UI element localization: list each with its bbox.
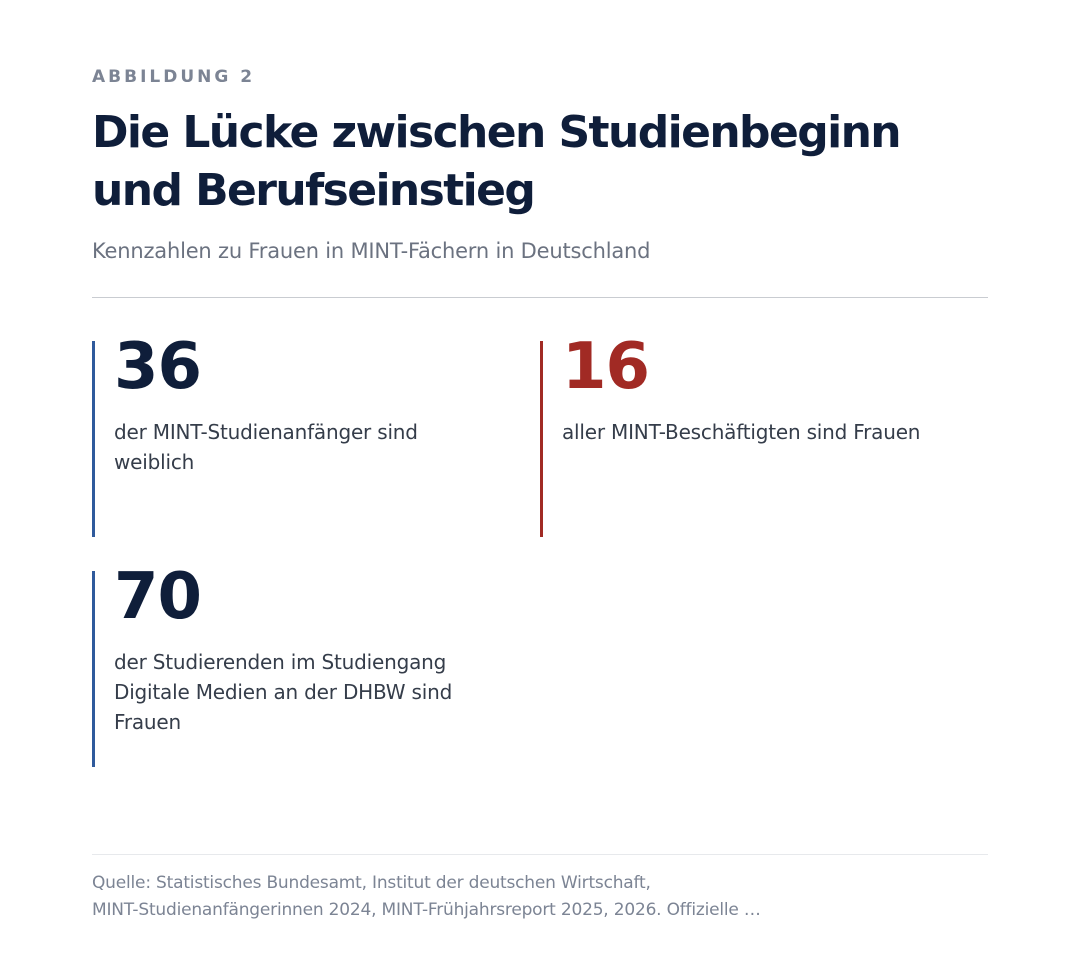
stat-value: 70 [114, 560, 202, 634]
figure: ABBILDUNG 2 Die Lücke zwischen Studienbe… [92, 0, 988, 958]
stat-card-mint-studienanfaenger: 36 der MINT-Studienanfänger sind weiblic… [92, 335, 492, 537]
stat-accent-bar [92, 341, 95, 537]
stat-value: 16 [562, 330, 650, 404]
stat-card-mint-beschaeftigte: 16 aller MINT-Beschäftigten sind Frauen [540, 335, 988, 537]
top-divider [92, 297, 988, 298]
stat-label: der MINT-Studienanfänger sind weiblich [114, 420, 418, 474]
stat-label: der Studierenden im Studiengang Digitale… [114, 650, 453, 734]
source-line: MINT-Studienanfängerinnen 2024, MINT-Frü… [92, 900, 761, 920]
figure-title: Die Lücke zwischen Studienbeginn und Ber… [92, 107, 902, 216]
bottom-divider [92, 854, 988, 855]
figure-eyebrow: ABBILDUNG 2 [92, 67, 256, 87]
stat-label: aller MINT-Beschäftigten sind Frauen [562, 420, 921, 444]
stat-card-dhbw-digitale-medien: 70 der Studierenden im Studiengang Digit… [92, 565, 492, 767]
stat-value: 36 [114, 330, 202, 404]
stat-accent-bar [92, 571, 95, 767]
source-line: Quelle: Statistisches Bundesamt, Institu… [92, 873, 651, 893]
figure-subtitle: Kennzahlen zu Frauen in MINT-Fächern in … [92, 239, 651, 263]
source-note: Quelle: Statistisches Bundesamt, Institu… [92, 870, 988, 924]
stat-accent-bar [540, 341, 543, 537]
